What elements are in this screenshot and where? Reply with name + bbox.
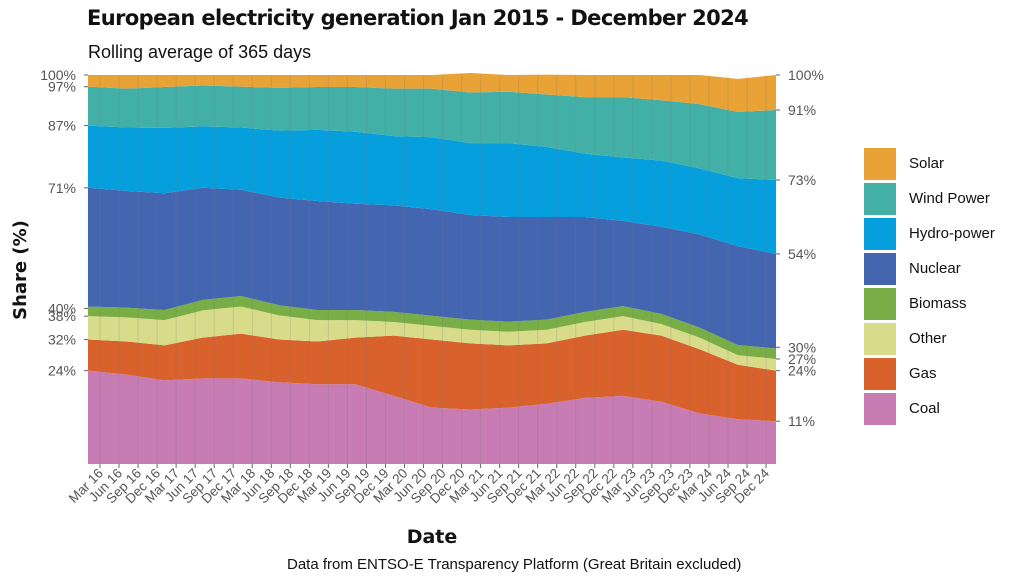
legend-label: Nuclear xyxy=(909,260,961,277)
legend-swatch xyxy=(864,287,896,320)
area-coal xyxy=(88,370,776,464)
area-biomass xyxy=(88,295,776,359)
legend-item-nuclear: Nuclear xyxy=(864,251,995,286)
legend-swatch xyxy=(864,357,896,390)
y-tick-label-left: 32% xyxy=(48,332,76,348)
legend-item-other: Other xyxy=(864,321,995,356)
area-other xyxy=(88,306,776,371)
legend-label: Biomass xyxy=(909,295,967,312)
legend-swatch xyxy=(864,322,896,355)
chart-title: European electricity generation Jan 2015… xyxy=(87,6,749,30)
legend-item-biomass: Biomass xyxy=(864,286,995,321)
legend-label: Hydro-power xyxy=(909,225,995,242)
legend-swatch xyxy=(864,217,896,250)
legend-item-coal: Coal xyxy=(864,391,995,426)
chart-subtitle: Rolling average of 365 days xyxy=(88,42,312,62)
legend-label: Other xyxy=(909,330,947,347)
legend-item-hydro-power: Hydro-power xyxy=(864,216,995,251)
vertical-gridlines xyxy=(99,75,767,464)
area-solar xyxy=(88,73,776,112)
y-tick-label-right: 30% xyxy=(788,339,816,355)
area-hydro-power xyxy=(88,125,776,254)
legend: Solar Wind Power Hydro-power Nuclear Biomass… xyxy=(864,146,995,426)
legend-label: Coal xyxy=(909,400,940,417)
legend-item-gas: Gas xyxy=(864,356,995,391)
area-wind-power xyxy=(88,85,776,181)
y-tick-label-right: 24% xyxy=(788,363,816,379)
area-nuclear xyxy=(88,187,776,349)
legend-label: Gas xyxy=(909,365,937,382)
y-tick-label-left: 38% xyxy=(48,308,76,324)
legend-swatch xyxy=(864,392,896,425)
y-tick-label-right: 54% xyxy=(788,246,816,262)
legend-swatch xyxy=(864,182,896,215)
area-gas xyxy=(88,329,776,422)
y-tick-label-right: 91% xyxy=(788,102,816,118)
y-tick-label-left: 71% xyxy=(48,180,76,196)
y-axis-label: Share (%) xyxy=(10,220,31,320)
source-caption: Data from ENTSO-E Transparency Platform … xyxy=(287,556,742,573)
legend-swatch xyxy=(864,147,896,180)
area-layer xyxy=(88,73,776,464)
y-tick-label-right: 100% xyxy=(788,67,824,83)
legend-item-solar: Solar xyxy=(864,146,995,181)
y-tick-label-left: 40% xyxy=(48,300,76,316)
y-tick-label-left: 87% xyxy=(48,118,76,134)
x-axis-label: Date xyxy=(407,526,458,548)
legend-swatch xyxy=(864,252,896,285)
y-tick-label-left: 97% xyxy=(48,79,76,95)
legend-item-wind-power: Wind Power xyxy=(864,181,995,216)
legend-label: Solar xyxy=(909,155,945,172)
y-tick-label-left: 24% xyxy=(48,363,76,379)
legend-label: Wind Power xyxy=(909,190,990,207)
y-tick-label-right: 73% xyxy=(788,172,816,188)
y-tick-label-right: 27% xyxy=(788,351,816,367)
y-tick-label-left: 100% xyxy=(40,67,76,83)
y-tick-label-right: 11% xyxy=(788,413,815,429)
